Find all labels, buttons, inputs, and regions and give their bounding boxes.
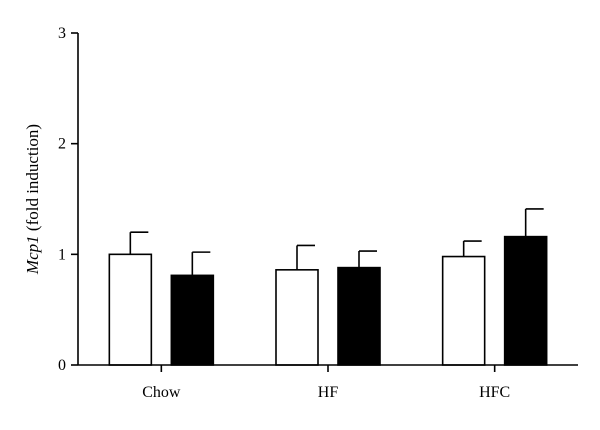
bars-group: [109, 237, 546, 365]
x-tick-label-hfc: HFC: [479, 384, 510, 401]
y-tick-label-3: 3: [58, 25, 66, 42]
bar-hfc-series-0: [443, 257, 485, 365]
bar-chow-series-1: [171, 275, 213, 365]
y-tick-label-2: 2: [58, 136, 66, 153]
y-axis-title-gene: Mcp1: [23, 235, 42, 275]
bar-hf-series-1: [338, 268, 380, 365]
y-ticks-group: 0 1 2 3: [58, 25, 78, 374]
y-tick-label-1: 1: [58, 246, 66, 263]
bar-hf-series-0: [276, 270, 318, 365]
bar-hfc-series-1: [505, 237, 547, 365]
y-axis-title: Mcp1 (fold induction): [23, 124, 42, 275]
x-tick-label-hf: HF: [318, 384, 339, 401]
x-ticks-group: Chow HF HFC: [142, 365, 510, 401]
x-tick-label-chow: Chow: [142, 384, 181, 401]
bar-chow-series-0: [109, 254, 151, 365]
y-tick-label-0: 0: [58, 357, 66, 374]
y-axis-title-rest: (fold induction): [23, 124, 42, 235]
